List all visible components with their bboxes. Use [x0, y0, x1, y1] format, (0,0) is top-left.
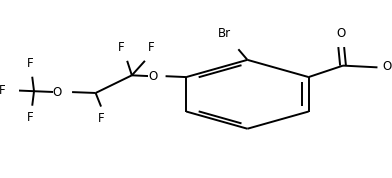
- Text: F: F: [98, 112, 104, 125]
- Text: O: O: [337, 27, 346, 40]
- Text: O: O: [382, 60, 392, 73]
- Text: F: F: [0, 84, 5, 97]
- Text: F: F: [148, 41, 154, 54]
- Text: F: F: [27, 57, 34, 70]
- Text: O: O: [148, 70, 157, 83]
- Text: O: O: [53, 86, 62, 99]
- Text: Br: Br: [218, 27, 231, 40]
- Text: F: F: [27, 111, 34, 124]
- Text: F: F: [118, 41, 124, 54]
